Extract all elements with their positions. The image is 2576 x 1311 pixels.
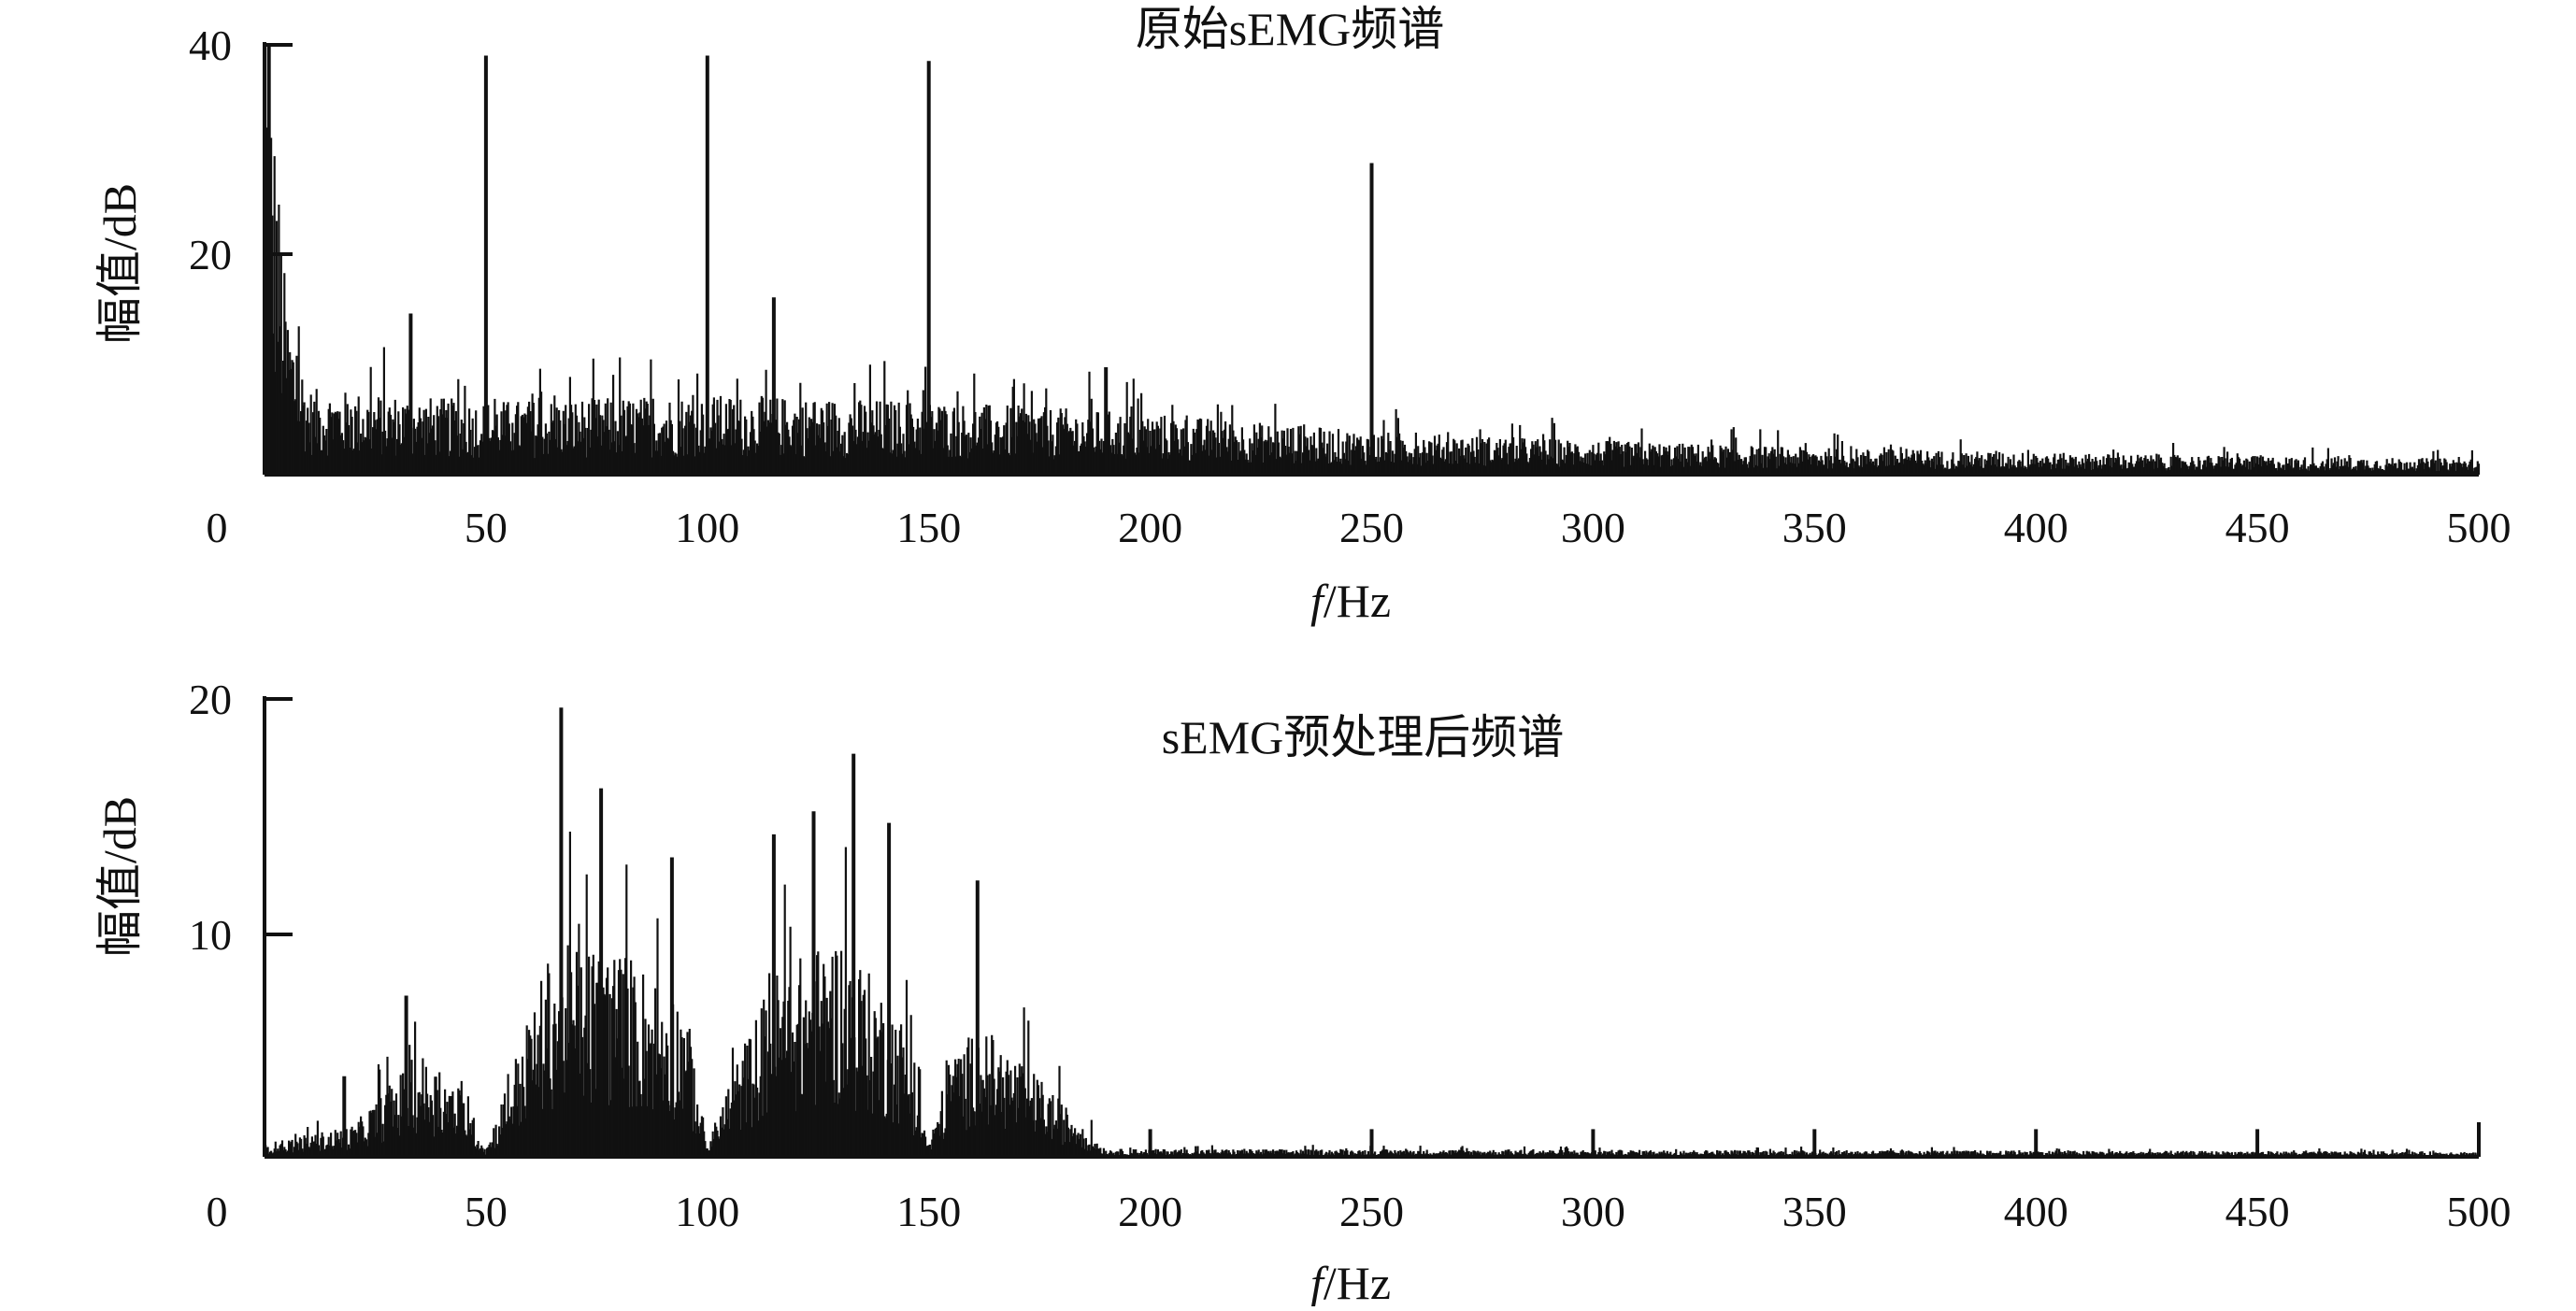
x-tick-label: 450	[2225, 1188, 2290, 1235]
x-tick-label: 150	[896, 504, 961, 551]
chart-title: sEMG预处理后频谱	[1162, 711, 1565, 763]
x-tick-label: 450	[2225, 504, 2290, 551]
x-axis-label: f/Hz	[1310, 575, 1391, 627]
y-tick-label: 40	[189, 21, 232, 69]
y-tick-label: 20	[189, 676, 232, 723]
x-tick-label: 200	[1118, 504, 1182, 551]
x-tick-label: 500	[2447, 504, 2512, 551]
x-axis-label: f/Hz	[1310, 1257, 1391, 1306]
x-tick-label: 500	[2447, 1188, 2512, 1235]
x-ticks: 0 50 100 150 200 250 300 350 400 450 500	[207, 1188, 2512, 1235]
spectrum-marks	[263, 45, 2481, 475]
processed-spectrum-panel: sEMG预处理后频谱 幅值/dB f/Hz 10 20 0 50 100 150 200 2…	[93, 676, 2512, 1309]
x-tick-label: 350	[1782, 504, 1847, 551]
x-tick-label: 250	[1339, 1188, 1404, 1235]
x-tick-label: 100	[675, 504, 739, 551]
x-tick-label: 100	[675, 1188, 739, 1235]
chart-title: 原始sEMG频谱	[1136, 3, 1445, 55]
x-tick-label: 0	[207, 504, 228, 551]
x-tick-label: 200	[1118, 1188, 1182, 1235]
x-tick-label: 300	[1561, 1188, 1625, 1235]
x-tick-label: 400	[2004, 1188, 2068, 1235]
x-tick-label: 50	[465, 504, 508, 551]
x-tick-label: 50	[465, 1188, 508, 1235]
y-ticks: 10 20	[189, 676, 293, 959]
spectrum-marks	[263, 707, 2481, 1157]
x-tick-label: 350	[1782, 1188, 1847, 1235]
x-tick-label: 150	[896, 1188, 961, 1235]
y-tick-label: 10	[189, 911, 232, 959]
x-tick-label: 300	[1561, 504, 1625, 551]
x-tick-label: 0	[207, 1188, 228, 1235]
y-axis-label: 幅值/dB	[93, 183, 146, 344]
x-tick-label: 400	[2004, 504, 2068, 551]
x-axis-label-unit: /Hz	[1324, 1257, 1391, 1306]
x-axis-label-unit: /Hz	[1324, 575, 1391, 627]
x-tick-label: 250	[1339, 504, 1404, 551]
y-tick-label: 20	[189, 231, 232, 278]
x-ticks: 0 50 100 150 200 250 300 350 400 450 500	[207, 504, 2512, 551]
y-axis-label: 幅值/dB	[93, 796, 146, 957]
